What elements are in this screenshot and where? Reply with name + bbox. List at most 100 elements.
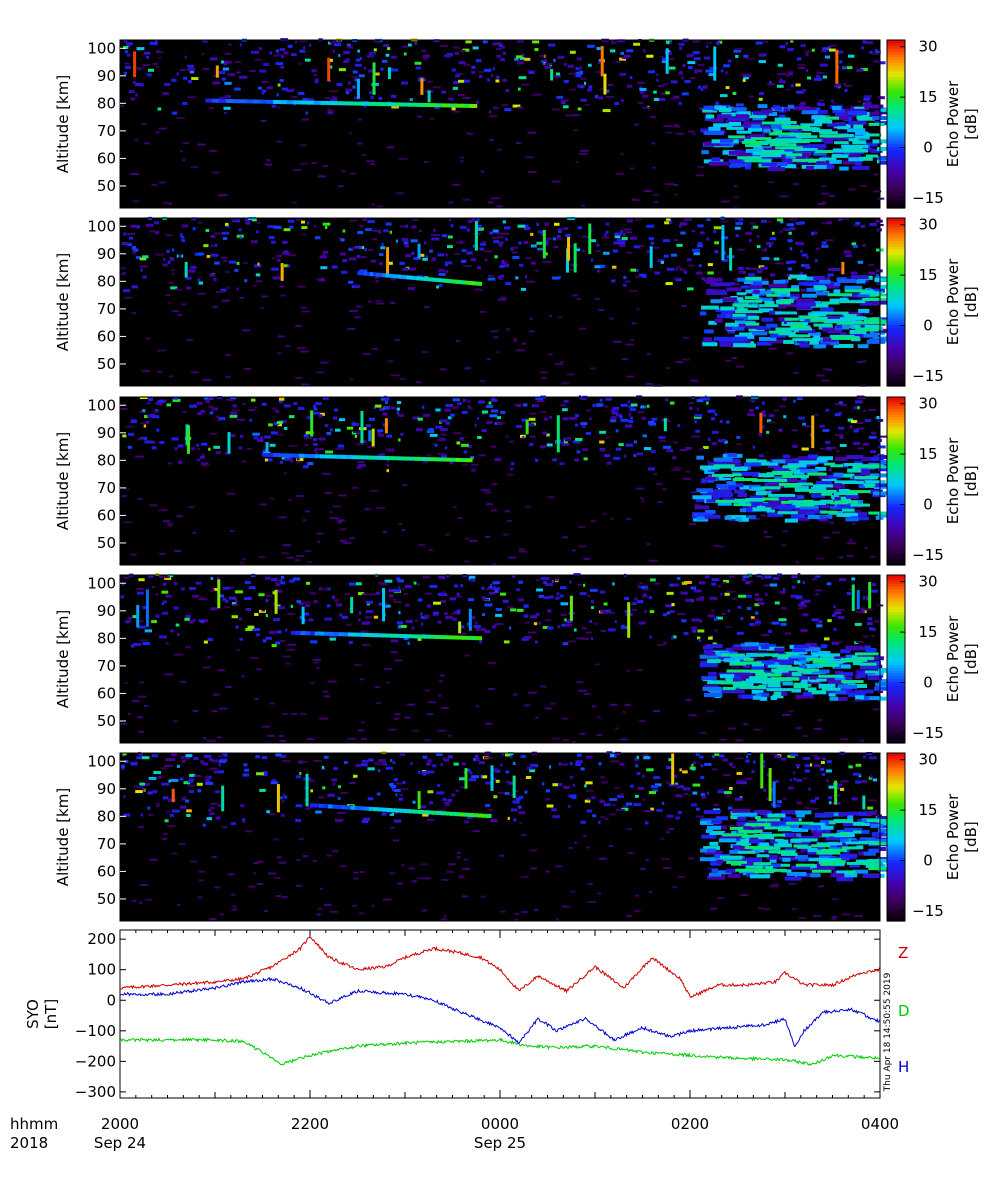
- heatmap-cell: [813, 915, 821, 918]
- heatmap-cell: [708, 671, 717, 676]
- heatmap-cell: [742, 663, 750, 668]
- heatmap-cell: [126, 425, 135, 428]
- heatmap-cell: [341, 615, 348, 619]
- heatmap-cell: [721, 200, 730, 203]
- heatmap-cell: [800, 468, 818, 473]
- heatmap-cell: [139, 639, 149, 642]
- heatmap-cell: [456, 592, 460, 596]
- heatmap-cell: [770, 661, 781, 666]
- heatmap-cell: [671, 636, 674, 640]
- heatmap-cell: [461, 762, 466, 766]
- heatmap-cell: [715, 492, 734, 497]
- heatmap-cell: [274, 641, 281, 645]
- heatmap-cell: [455, 789, 460, 792]
- heatmap-cell: [822, 75, 828, 79]
- heatmap-cell: [320, 412, 325, 416]
- heatmap-cell: [452, 398, 461, 402]
- heatmap-cell: [420, 612, 423, 616]
- colorbar-label: Echo Power: [944, 615, 962, 702]
- heatmap-cell: [673, 466, 682, 469]
- heatmap-cell: [211, 407, 217, 410]
- heatmap-cell: [261, 89, 267, 93]
- heatmap-cell: [239, 434, 244, 438]
- heatmap-cell: [518, 550, 528, 553]
- heatmap-cell: [540, 577, 546, 581]
- heatmap-cell: [354, 316, 361, 319]
- heatmap-cell: [202, 666, 211, 669]
- heatmap-cell: [643, 756, 650, 760]
- heatmap-cell: [259, 788, 266, 792]
- heatmap-cell: [563, 739, 570, 742]
- heatmap-cell: [647, 467, 656, 471]
- heatmap-cell: [488, 274, 494, 277]
- heatmap-cell: [144, 415, 149, 419]
- heatmap-cell: [491, 236, 497, 239]
- heatmap-cell: [227, 432, 231, 454]
- heatmap-cell: [214, 790, 221, 794]
- heatmap-cell: [215, 816, 221, 820]
- heatmap-cell: [817, 719, 822, 722]
- heatmap-cell: [356, 78, 360, 99]
- heatmap-cell: [649, 246, 653, 268]
- colorbar-segment: [887, 129, 905, 133]
- heatmap-cell: [457, 402, 462, 406]
- heatmap-cell: [169, 375, 174, 378]
- heatmap-cell: [371, 238, 378, 241]
- heatmap-cell: [785, 75, 790, 78]
- heatmap-cell: [205, 399, 210, 403]
- colorbar-segment: [887, 223, 905, 227]
- heatmap-cell: [188, 790, 194, 794]
- heatmap-cell: [256, 230, 259, 234]
- heatmap-cell: [785, 153, 803, 157]
- heatmap-cell: [367, 455, 374, 460]
- heatmap-cell: [309, 592, 316, 595]
- heatmap-cell: [518, 598, 524, 602]
- heatmap-cell: [527, 69, 533, 72]
- heatmap-cell: [376, 272, 381, 277]
- heatmap-cell: [825, 408, 830, 412]
- heatmap-cell: [184, 617, 190, 621]
- heatmap-cell: [358, 611, 362, 615]
- heatmap-cell: [145, 337, 151, 340]
- heatmap-cell: [181, 224, 189, 228]
- heatmap-cell: [368, 248, 374, 251]
- heatmap-cell: [878, 435, 888, 438]
- heatmap-cell: [476, 100, 479, 104]
- heatmap-cell: [284, 795, 288, 799]
- heatmap-cell: [209, 273, 216, 277]
- heatmap-cell: [561, 101, 566, 105]
- heatmap-cell: [384, 406, 391, 410]
- heatmap-cell: [838, 672, 854, 677]
- heatmap-cell: [445, 457, 452, 462]
- heatmap-cell: [834, 413, 841, 417]
- heatmap-cell: [512, 251, 518, 254]
- heatmap-cell: [139, 410, 143, 413]
- heatmap-cell: [206, 817, 213, 821]
- colorbar-segment: [887, 545, 905, 549]
- heatmap-cell: [249, 656, 259, 659]
- heatmap-cell: [602, 109, 611, 113]
- colorbar-segment: [887, 430, 905, 434]
- heatmap-cell: [575, 437, 583, 441]
- heatmap-cell: [720, 138, 734, 143]
- heatmap-cell: [649, 635, 652, 639]
- heatmap-cell: [210, 235, 216, 239]
- heatmap-cell: [266, 99, 275, 104]
- heatmap-cell: [329, 517, 339, 520]
- heatmap-cell: [455, 241, 465, 244]
- heatmap-cell: [751, 642, 770, 647]
- heatmap-cell: [703, 84, 709, 87]
- heatmap-cell: [391, 55, 397, 59]
- heatmap-cell: [688, 402, 694, 405]
- heatmap-cell: [643, 189, 653, 192]
- colorbar-segment: [887, 246, 905, 250]
- heatmap-cell: [408, 456, 416, 461]
- colorbar-segment: [887, 656, 905, 660]
- heatmap-cell: [158, 574, 163, 578]
- heatmap-cell: [658, 97, 666, 101]
- heatmap-cell: [854, 106, 865, 111]
- heatmap-cell: [161, 590, 169, 594]
- heatmap-cell: [700, 88, 704, 92]
- heatmap-cell: [728, 121, 742, 126]
- heatmap-cell: [210, 576, 214, 580]
